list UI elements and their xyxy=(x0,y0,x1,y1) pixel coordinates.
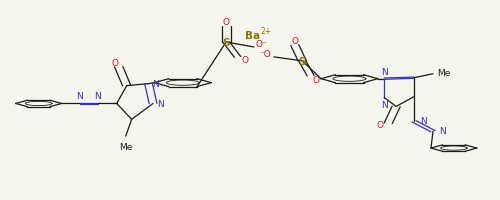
Text: N: N xyxy=(157,99,164,108)
Text: Me: Me xyxy=(119,142,132,151)
Text: O: O xyxy=(312,75,320,84)
Text: S: S xyxy=(298,57,306,67)
Text: O: O xyxy=(377,120,384,129)
Text: N: N xyxy=(420,116,427,125)
Text: N: N xyxy=(381,67,388,76)
Text: O: O xyxy=(112,59,118,68)
Text: N: N xyxy=(76,92,84,101)
Text: O⁻: O⁻ xyxy=(256,40,268,49)
Text: Me: Me xyxy=(437,69,450,78)
Text: N: N xyxy=(381,100,388,109)
Text: ⁻O: ⁻O xyxy=(260,50,272,59)
Text: O: O xyxy=(291,36,298,45)
Text: Ba: Ba xyxy=(245,31,260,41)
Text: 2+: 2+ xyxy=(261,26,272,35)
Text: N: N xyxy=(94,92,101,101)
Text: N: N xyxy=(152,80,160,89)
Text: N: N xyxy=(439,126,446,135)
Text: O: O xyxy=(242,55,248,64)
Text: O: O xyxy=(222,18,230,27)
Text: S: S xyxy=(222,38,230,48)
